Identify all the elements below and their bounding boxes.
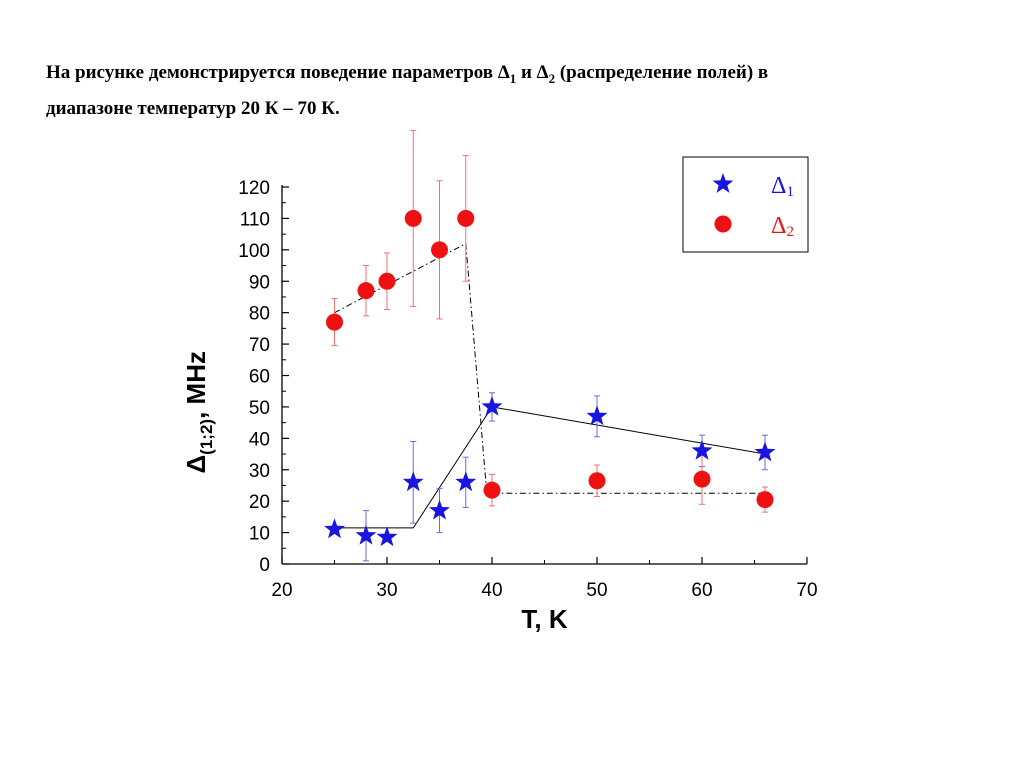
circle-marker-delta2 bbox=[457, 209, 475, 227]
legend-label-subscript: 2 bbox=[786, 224, 794, 240]
x-tick-label: 30 bbox=[376, 580, 397, 601]
legend-box bbox=[682, 156, 809, 253]
star-marker-delta1 bbox=[355, 524, 377, 545]
y-axis-title-symbol: Δ bbox=[181, 455, 211, 474]
y-tick-label: 60 bbox=[249, 367, 270, 388]
y-tick-label: 0 bbox=[259, 555, 270, 576]
y-tick-label: 80 bbox=[249, 304, 270, 325]
trend-line-delta2 bbox=[334, 242, 765, 494]
x-tick-label: 20 bbox=[271, 580, 292, 601]
circle-marker-delta2 bbox=[756, 491, 774, 509]
circle-marker-delta2 bbox=[483, 481, 501, 499]
x-tick-label: 70 bbox=[796, 580, 817, 601]
caption-line1-part-b: и Δ bbox=[516, 62, 549, 83]
circle-marker-delta2 bbox=[326, 313, 343, 331]
x-tick-label: 50 bbox=[586, 580, 607, 601]
star-marker-delta1 bbox=[586, 405, 608, 426]
caption-sub-1: 1 bbox=[509, 70, 517, 86]
y-axis-title-unit: , MHz bbox=[181, 351, 211, 419]
figure-caption: На рисунке демонстрируется поведение пар… bbox=[46, 58, 990, 124]
legend-label: Δ2 bbox=[771, 213, 794, 240]
trend-lines bbox=[334, 242, 766, 529]
legend-label-symbol: Δ bbox=[771, 173, 786, 199]
circle-marker-delta2 bbox=[693, 470, 711, 488]
legend-label: Δ1 bbox=[771, 173, 794, 200]
y-axis-title-subscript: (1;2) bbox=[197, 419, 216, 455]
trend-line-delta1 bbox=[334, 406, 766, 529]
star-marker-delta1 bbox=[429, 499, 450, 520]
x-axis-title: T, K bbox=[521, 604, 567, 634]
y-tick-label: 30 bbox=[249, 461, 270, 482]
y-tick-label: 90 bbox=[249, 272, 270, 293]
y-tick-label: 70 bbox=[249, 335, 270, 356]
axis-titles: T, K Δ(1;2), MHz bbox=[181, 351, 568, 634]
circle-marker-delta2 bbox=[404, 209, 422, 227]
circle-marker-delta2 bbox=[431, 241, 448, 259]
star-marker-delta1 bbox=[402, 471, 424, 492]
caption-line1-part-a: На рисунке демонстрируется поведение пар… bbox=[46, 62, 510, 83]
circle-marker-delta2 bbox=[378, 272, 396, 290]
star-marker-delta1 bbox=[481, 395, 503, 416]
y-tick-label: 120 bbox=[238, 178, 270, 199]
data-markers bbox=[324, 209, 776, 547]
star-marker-delta1 bbox=[455, 471, 477, 492]
y-tick-label: 50 bbox=[249, 398, 270, 419]
y-tick-label: 100 bbox=[238, 241, 270, 262]
circle-marker-delta2 bbox=[588, 472, 606, 490]
y-axis-title: Δ(1;2), MHz bbox=[181, 351, 216, 473]
circle-marker-delta2 bbox=[357, 282, 375, 300]
legend-label-symbol: Δ bbox=[771, 213, 786, 239]
legend-star-marker bbox=[712, 173, 734, 193]
y-tick-label: 40 bbox=[249, 429, 270, 450]
star-marker-delta1 bbox=[691, 439, 713, 460]
y-tick-label: 20 bbox=[249, 492, 270, 513]
axis-ticks: 20 30 40 50 60 70 0 10 20 30 40 50 60 70 80 90 100 110 120 bbox=[238, 178, 817, 601]
caption-sub-2: 2 bbox=[548, 70, 556, 86]
x-tick-label: 60 bbox=[691, 580, 712, 601]
star-marker-delta1 bbox=[754, 441, 776, 462]
star-marker-delta1 bbox=[324, 518, 345, 539]
y-tick-label: 110 bbox=[240, 209, 270, 230]
legend-label-subscript: 1 bbox=[786, 184, 794, 200]
y-tick-label: 10 bbox=[249, 524, 270, 545]
legend-circle-marker bbox=[714, 215, 732, 233]
caption-line1-part-c: (распределение полей) в bbox=[555, 62, 769, 83]
x-tick-label: 40 bbox=[481, 580, 502, 601]
caption-line2: диапазоне температур 20 К – 70 К. bbox=[46, 97, 340, 119]
star-marker-delta1 bbox=[376, 526, 398, 547]
